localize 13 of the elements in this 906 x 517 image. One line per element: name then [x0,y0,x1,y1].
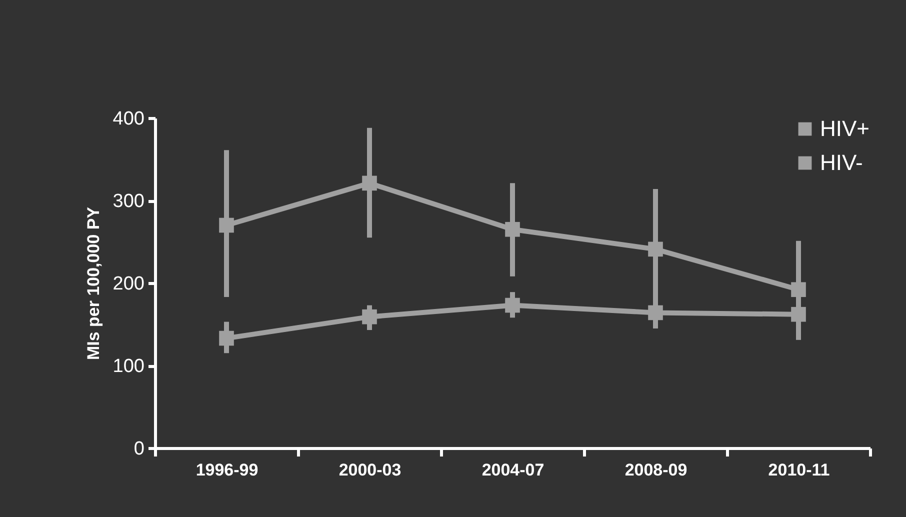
y-tick-label: 400 [112,108,144,130]
x-tick-label: 2000-03 [338,460,402,480]
x-tick-label: 1996-99 [196,460,258,480]
y-axis-title: MIs per 100,000 PY [84,206,103,360]
x-tick-label: 2004-07 [482,460,544,480]
x-tick-label: 2008-09 [624,460,688,480]
y-tick-label: 0 [134,438,144,460]
y-tick-label: 200 [112,274,144,294]
y-tick-label: 300 [112,191,144,212]
legend-label: HIV- [820,150,863,175]
y-tick-label: 100 [112,356,144,377]
legend-label: HIV+ [820,116,870,141]
x-tick-label: 2010-11 [768,460,830,480]
